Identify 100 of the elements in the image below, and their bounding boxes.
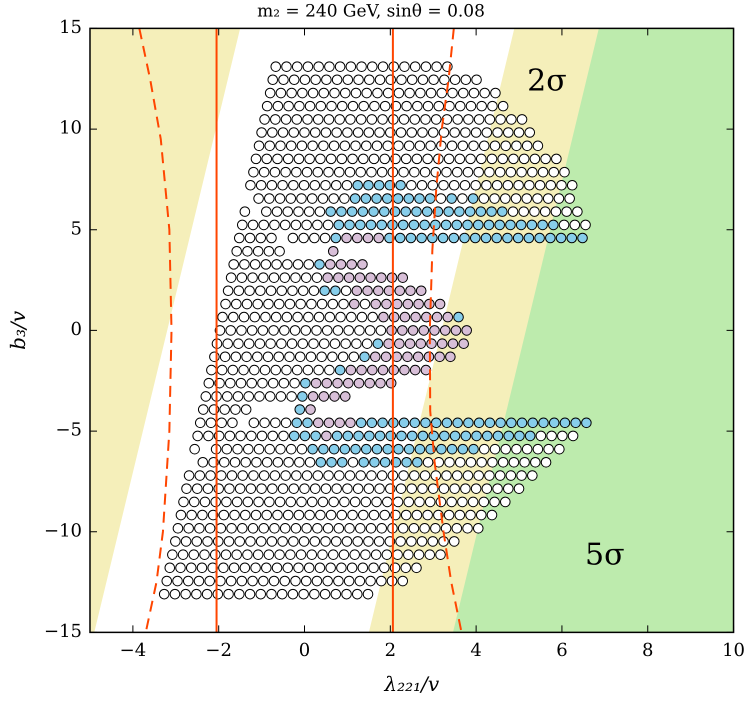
point: [568, 430, 578, 442]
x-axis-title: λ₂₂₁/v: [383, 672, 440, 696]
x-tick-label: 0: [298, 640, 310, 661]
point: [422, 456, 434, 468]
point: [353, 430, 364, 442]
point: [478, 444, 490, 454]
point: [524, 127, 536, 138]
point: [352, 285, 362, 296]
point: [489, 193, 500, 204]
point: [392, 193, 404, 204]
point: [418, 325, 430, 336]
point: [414, 193, 425, 204]
point: [342, 430, 354, 442]
point: [372, 444, 382, 454]
point: [376, 272, 387, 283]
point: [508, 456, 520, 468]
point: [450, 430, 460, 442]
point: [500, 140, 512, 152]
point: [542, 193, 554, 204]
y-tick-label: −10: [44, 520, 82, 542]
point: [529, 206, 540, 217]
point: [448, 338, 458, 349]
point: [463, 418, 474, 428]
point: [521, 193, 532, 204]
point: [396, 483, 406, 494]
point: [442, 312, 454, 322]
point: [415, 338, 426, 349]
point: [424, 193, 436, 204]
point: [466, 456, 476, 468]
point: [468, 193, 478, 204]
point: [365, 272, 376, 283]
point: [503, 430, 514, 442]
point: [484, 418, 496, 428]
point: [438, 483, 450, 494]
point: [324, 418, 334, 428]
point: [427, 232, 438, 244]
point: [482, 430, 493, 442]
point: [537, 220, 548, 230]
point: [300, 378, 311, 388]
point: [442, 418, 452, 428]
point: [410, 312, 421, 322]
point: [307, 444, 318, 454]
point: [321, 430, 332, 442]
point: [538, 418, 549, 428]
point: [464, 206, 476, 217]
point: [371, 193, 382, 204]
point: [572, 206, 583, 217]
point: [471, 430, 482, 442]
point: [362, 285, 373, 296]
point: [379, 562, 390, 574]
point: [410, 364, 420, 376]
point: [413, 298, 424, 310]
point: [380, 456, 390, 468]
point: [302, 418, 313, 428]
point: [416, 536, 428, 547]
point: [484, 166, 495, 178]
point: [358, 206, 368, 217]
point: [452, 418, 463, 428]
point: [446, 444, 458, 454]
point: [378, 312, 389, 322]
point: [419, 220, 430, 230]
point: [419, 523, 430, 534]
point: [461, 325, 472, 336]
point: [330, 232, 342, 244]
point: [382, 193, 393, 204]
point: [503, 483, 514, 494]
point: [440, 220, 452, 230]
point: [506, 418, 517, 428]
point: [406, 483, 418, 494]
point: [453, 312, 464, 322]
point: [498, 456, 508, 468]
annotation: 2σ: [527, 64, 567, 99]
point: [459, 232, 470, 244]
point: [452, 220, 462, 230]
point: [543, 444, 554, 454]
point: [372, 338, 384, 349]
point: [494, 166, 506, 178]
point: [548, 220, 559, 230]
point: [412, 351, 424, 362]
point: [556, 180, 567, 191]
point: [310, 378, 322, 388]
point: [424, 549, 436, 560]
point: [370, 351, 381, 362]
point: [430, 523, 441, 534]
point: [532, 193, 543, 204]
point: [358, 456, 370, 468]
line-series: [138, 28, 173, 632]
point: [348, 298, 360, 310]
point: [373, 285, 384, 296]
point: [377, 418, 388, 428]
point: [414, 496, 425, 508]
x-tick-label: 8: [642, 640, 654, 661]
point: [342, 378, 354, 388]
point: [291, 418, 302, 428]
point: [360, 193, 372, 204]
point: [480, 232, 492, 244]
point: [468, 444, 479, 454]
point: [548, 166, 560, 178]
point: [561, 206, 572, 217]
x-tick-label: 4: [470, 640, 482, 661]
